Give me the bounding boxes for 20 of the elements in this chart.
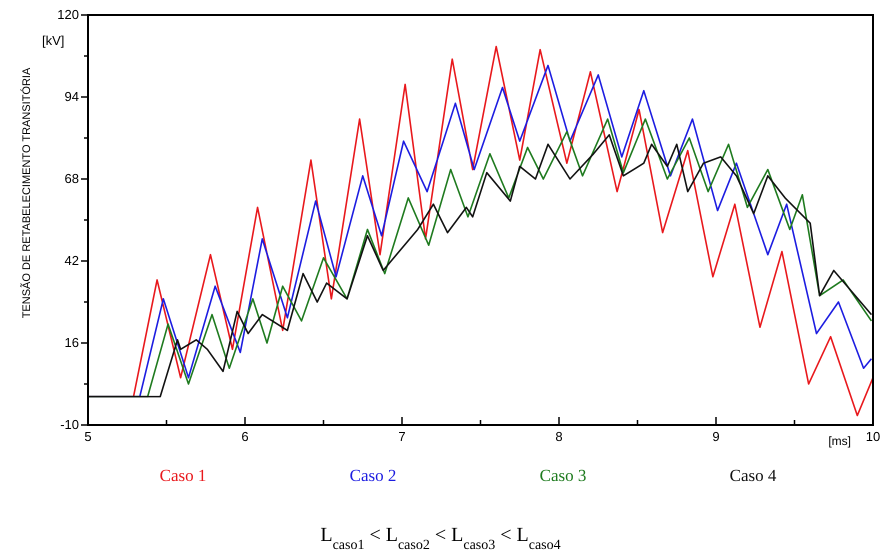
x-tick-label: 10 bbox=[866, 429, 880, 444]
text: Caso 3 bbox=[540, 466, 586, 485]
text: [kV] bbox=[42, 33, 64, 48]
x-tick-label: 9 bbox=[712, 429, 720, 444]
x-tick-label: 7 bbox=[398, 429, 406, 444]
y-tick-label: 42 bbox=[64, 253, 79, 268]
x-tick-label: 5 bbox=[84, 429, 92, 444]
text: L$_{caso1}$ < L$_{caso2}$ < L$_{caso3}$ < L$_{caso4}$ bbox=[320, 524, 561, 552]
x-tick-label: 8 bbox=[555, 429, 563, 444]
x-tick-label: 6 bbox=[241, 429, 249, 444]
text: Caso 4 bbox=[730, 466, 777, 485]
y-tick-label: 68 bbox=[64, 171, 79, 186]
y-tick-label: 16 bbox=[64, 335, 79, 350]
y-axis-title: TENSÃO DE RETABELECIMENTO TRANSITÓRIA bbox=[20, 67, 33, 318]
y-tick-label: -10 bbox=[60, 417, 79, 432]
x-axis-title: [ms] bbox=[828, 434, 851, 448]
text: Caso 1 bbox=[160, 466, 206, 485]
y-tick-label: 94 bbox=[64, 89, 79, 104]
text: Caso 2 bbox=[350, 466, 396, 485]
y-tick-label: 120 bbox=[57, 7, 79, 22]
